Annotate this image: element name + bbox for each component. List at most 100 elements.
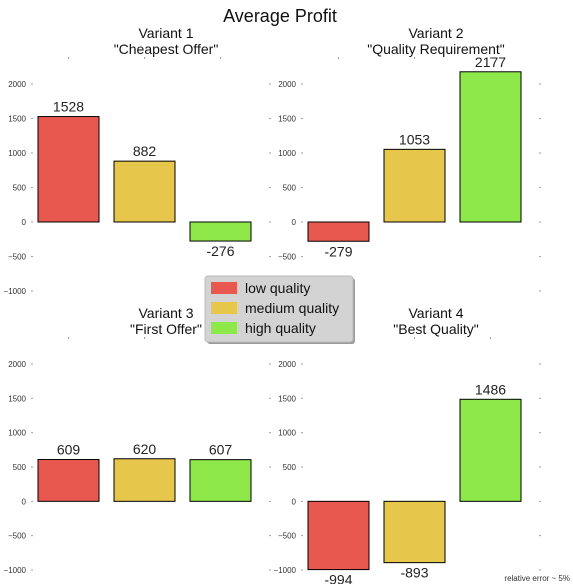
bar-low-quality	[37, 459, 100, 502]
y-tick-mark	[301, 186, 303, 189]
y-tick-mark	[301, 117, 303, 120]
y-tick-mark-right	[269, 117, 271, 120]
y-tick-mark	[31, 466, 33, 468]
y-tick-label: 1000	[8, 149, 26, 158]
y-tick-mark-right	[269, 500, 271, 502]
y-tick-label: 1000	[8, 429, 26, 438]
legend-box	[204, 275, 354, 343]
y-tick-mark	[301, 569, 303, 571]
y-tick-label: 1000	[278, 429, 296, 438]
bar-value-label: 1528	[53, 99, 84, 115]
y-tick-label: 500	[283, 184, 297, 193]
panel-variant-3: Variant 3 "First Offer" 2000 1500 1000 500 0 −5…	[4, 305, 271, 575]
y-tick-mark	[31, 500, 33, 502]
y-tick-mark	[31, 117, 33, 120]
y-tick-mark	[301, 397, 303, 399]
y-tick-mark	[31, 186, 33, 189]
y-tick-mark-right	[539, 83, 541, 85]
y-tick-mark	[31, 569, 33, 571]
panel-title: Variant 2 "Quality Requirement"	[367, 25, 505, 57]
y-tick-label: −500	[278, 253, 297, 262]
y-tick-label: 500	[13, 184, 27, 193]
y-tick-mark	[301, 535, 303, 537]
bar-high-quality	[459, 398, 522, 502]
legend-swatch-low	[211, 282, 237, 294]
y-tick-label: −1000	[4, 287, 27, 296]
bar-value-label: 607	[209, 442, 233, 458]
y-tick-mark-right	[269, 152, 271, 154]
y-tick-mark	[31, 255, 33, 258]
y-tick-mark-right	[539, 255, 541, 258]
bar-high-quality	[189, 459, 252, 502]
y-tick-label: 1500	[8, 115, 26, 124]
bar-high-quality	[459, 71, 522, 223]
y-tick-label: 1500	[8, 394, 26, 403]
y-tick-mark	[301, 363, 303, 365]
bar-value-label: 2177	[475, 54, 506, 70]
y-tick-mark	[31, 152, 33, 154]
bar-low-quality	[307, 221, 370, 242]
y-tick-mark	[301, 466, 303, 468]
y-tick-mark	[31, 290, 33, 292]
y-tick-label: −500	[278, 532, 297, 541]
bar-low-quality	[37, 116, 100, 223]
y-tick-mark-right	[539, 500, 541, 502]
y-tick-label: 500	[13, 463, 27, 472]
y-tick-mark-right	[269, 186, 271, 189]
x-tick-mark	[413, 337, 416, 339]
y-tick-label: 2000	[278, 360, 296, 369]
x-tick-mark	[489, 57, 492, 59]
y-tick-mark-right	[269, 569, 271, 571]
y-tick-label: 2000	[8, 80, 26, 89]
y-tick-mark-right	[269, 221, 271, 223]
y-tick-mark-right	[539, 363, 541, 365]
y-tick-mark-right	[269, 397, 271, 399]
y-tick-mark	[31, 432, 33, 434]
y-tick-mark	[31, 535, 33, 537]
y-tick-mark	[301, 255, 303, 258]
relative-error-note: relative error ~ 5%	[504, 574, 570, 583]
y-tick-label: 2000	[8, 360, 26, 369]
y-tick-mark-right	[269, 255, 271, 258]
y-tick-label: 1500	[278, 394, 296, 403]
y-tick-label: 500	[283, 463, 297, 472]
y-tick-label: −1000	[4, 566, 27, 575]
bar-medium-quality	[113, 458, 176, 502]
y-tick-mark-right	[539, 535, 541, 537]
y-tick-mark	[31, 397, 33, 399]
y-tick-label: 1500	[278, 115, 296, 124]
y-tick-mark	[301, 152, 303, 154]
bar-low-quality	[307, 500, 370, 571]
y-tick-mark-right	[539, 569, 541, 571]
panel-variant-4: Variant 4 "Best Quality" 2000 1500 1000 500 0 −…	[274, 305, 541, 584]
legend-label-low: low quality	[245, 280, 310, 296]
panel-title: Variant 1 "Cheapest Offer"	[114, 25, 219, 57]
bar-value-label: 609	[57, 442, 81, 458]
y-tick-mark	[301, 83, 303, 85]
y-tick-mark	[31, 83, 33, 85]
y-tick-mark-right	[539, 290, 541, 292]
panel-title: Variant 4 "Best Quality"	[393, 305, 478, 337]
y-tick-mark-right	[269, 466, 271, 468]
bar-value-label: 1486	[475, 381, 506, 397]
y-tick-mark-right	[539, 186, 541, 189]
y-tick-mark-right	[539, 432, 541, 434]
y-tick-label: 0	[292, 218, 297, 227]
bar-medium-quality	[383, 500, 446, 564]
x-tick-mark	[413, 57, 416, 59]
y-tick-mark-right	[269, 83, 271, 85]
panel-variant-1: Variant 1 "Cheapest Offer" 2000 1500 1000 500…	[4, 25, 271, 296]
y-tick-label: −500	[8, 253, 27, 262]
x-tick-mark	[337, 57, 340, 59]
bar-value-label: 620	[133, 441, 157, 457]
y-tick-mark-right	[539, 221, 541, 223]
panel-variant-2: Variant 2 "Quality Requirement" 2000 1500 10…	[274, 25, 541, 296]
bar-value-label: -276	[206, 243, 234, 259]
chart-panels: Variant 1 "Cheapest Offer" 2000 1500 1000 500…	[4, 25, 541, 584]
x-tick-mark	[67, 337, 70, 339]
bar-value-label: -893	[400, 565, 428, 581]
bar-high-quality	[189, 221, 252, 242]
bar-value-label: 1053	[399, 131, 430, 147]
y-tick-mark-right	[539, 397, 541, 399]
